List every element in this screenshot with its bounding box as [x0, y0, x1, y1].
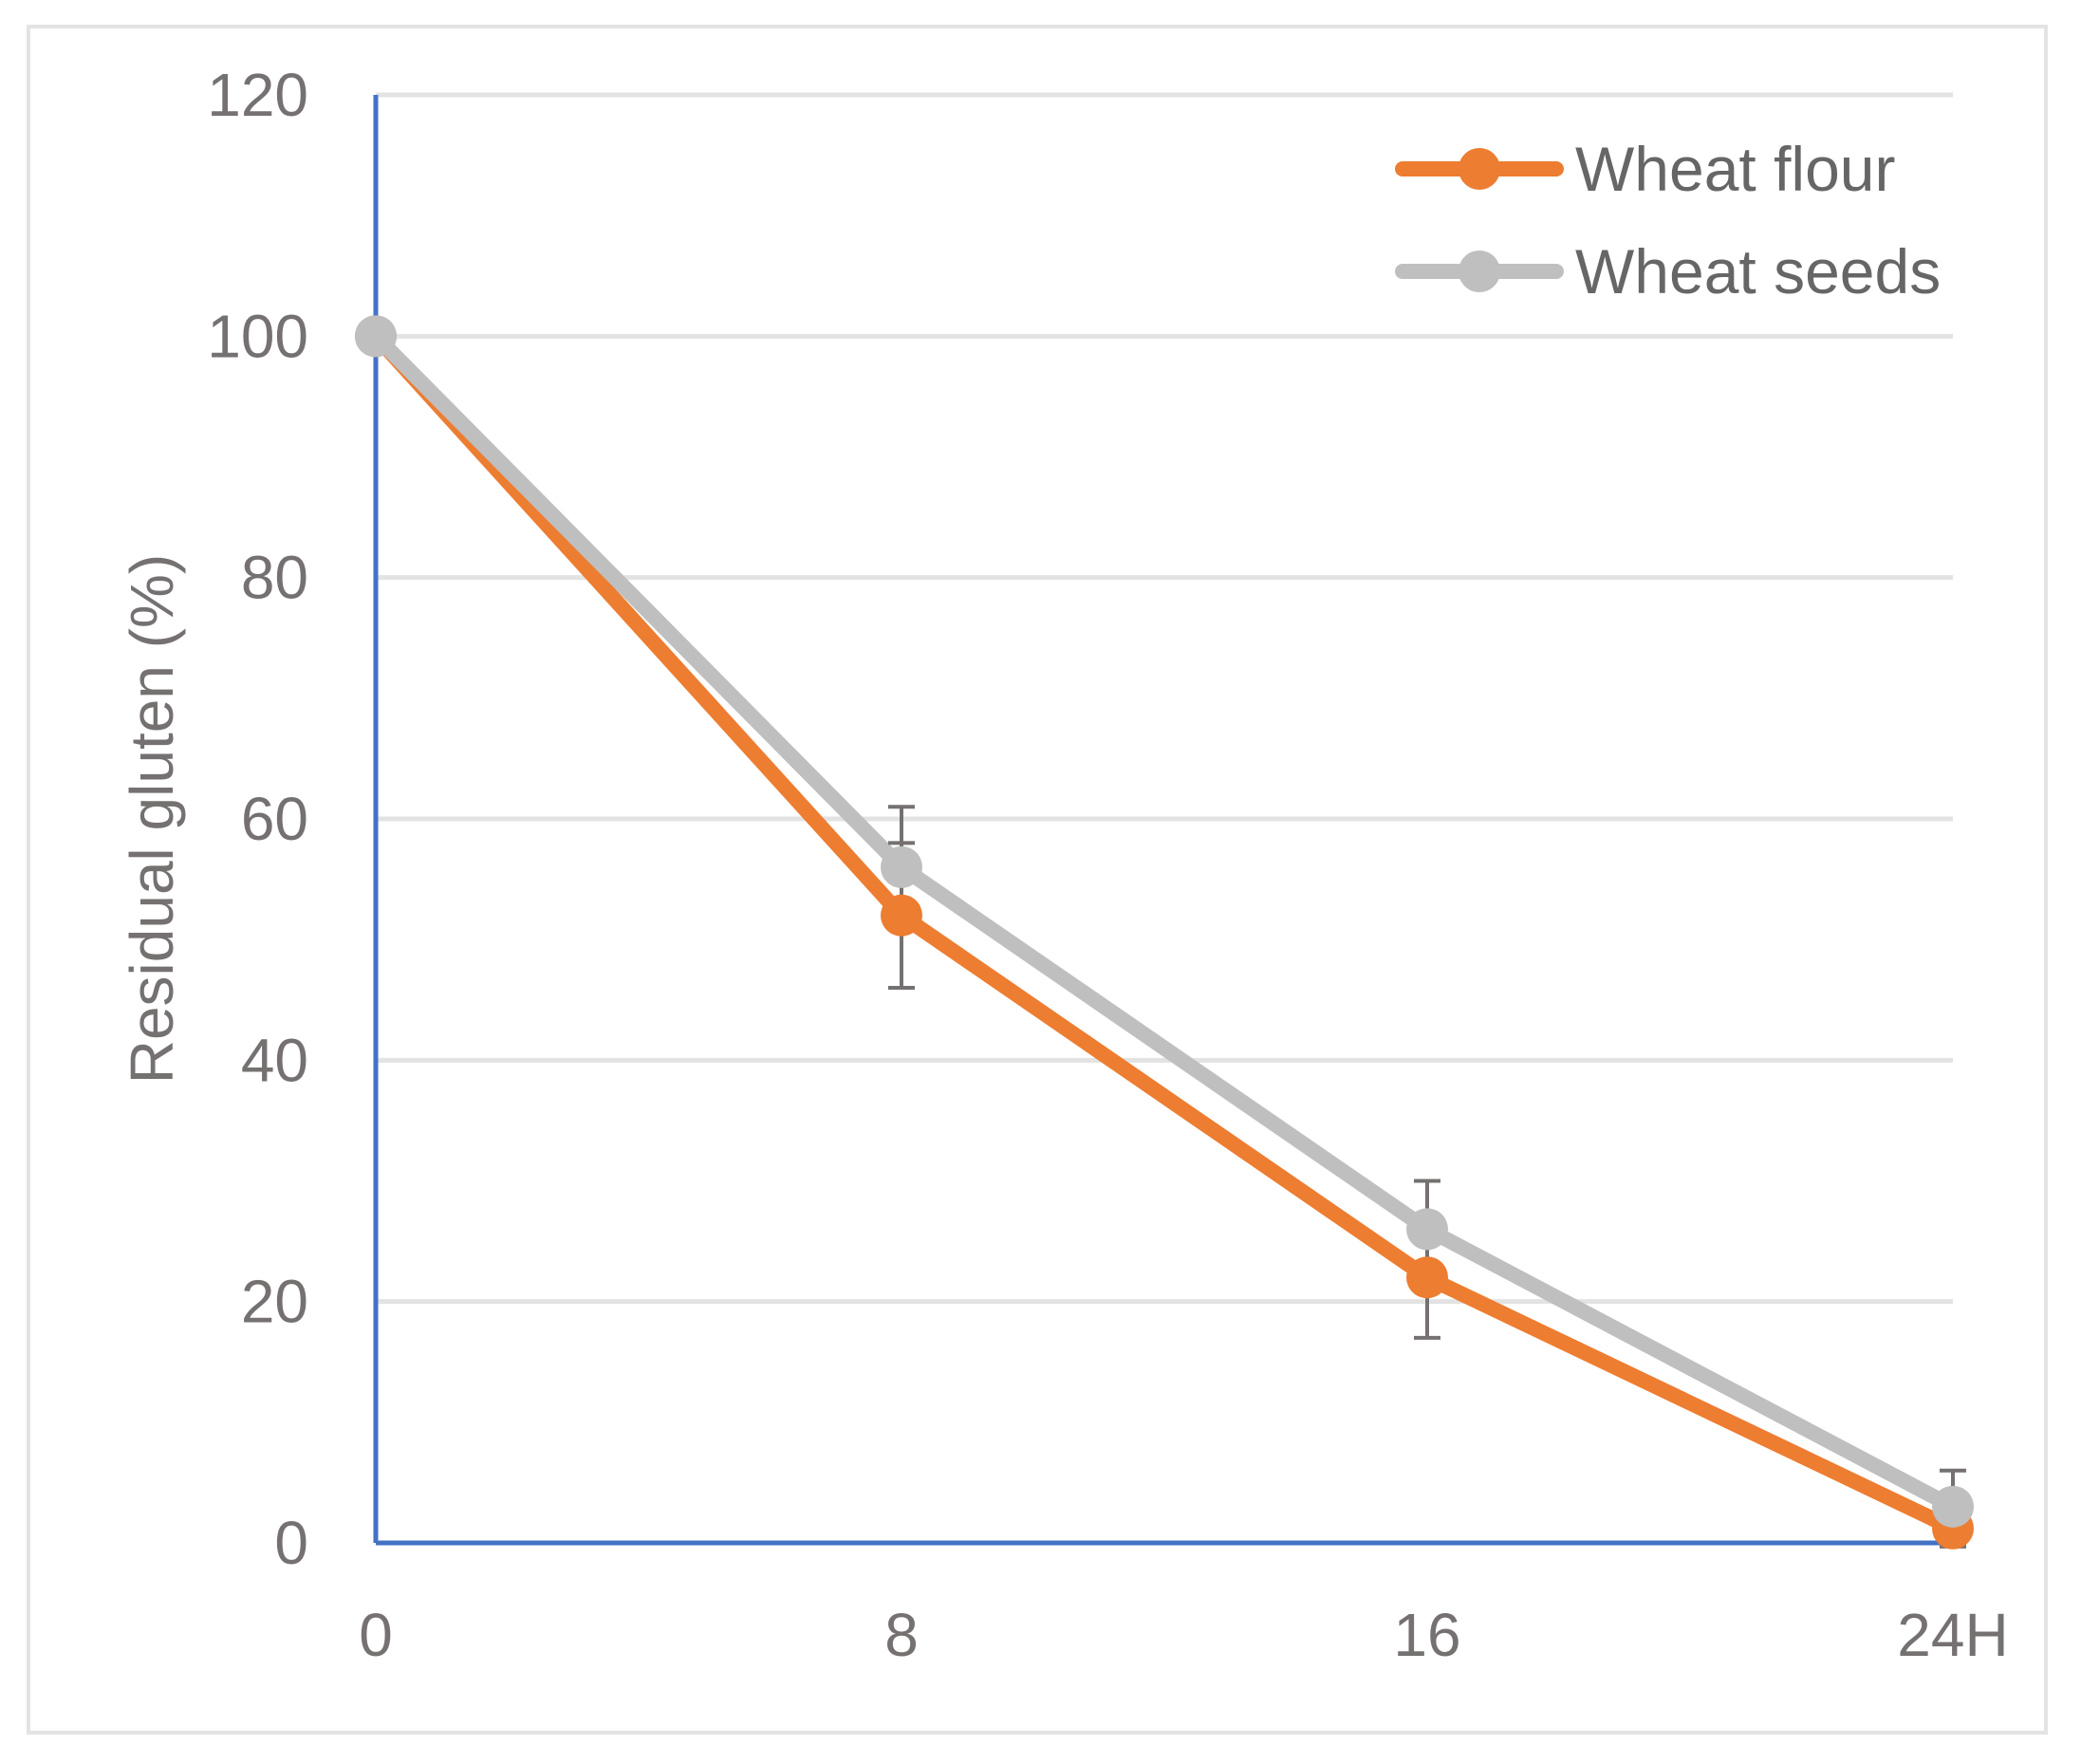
legend-label: Wheat seeds	[1575, 236, 1941, 306]
data-point-wheat-flour-8	[881, 894, 922, 937]
y-tick-label-120: 120	[207, 61, 308, 129]
y-tick-label-20: 20	[241, 1268, 308, 1336]
data-point-wheat-seeds-8	[881, 845, 922, 888]
legend-item-wheat-flour: Wheat flour	[1395, 134, 1895, 204]
data-point-wheat-flour-16	[1406, 1256, 1448, 1299]
legend: Wheat flour Wheat seeds	[1395, 134, 1941, 306]
y-tick-label-80: 80	[241, 544, 308, 612]
x-tick-label-24H: 24H	[1897, 1601, 2008, 1669]
series-line-wheat-flour	[368, 328, 1960, 1536]
grid-lines	[376, 92, 1953, 1305]
y-tick-labels: 0 20 40 60 80 100 120	[207, 61, 308, 1577]
y-tick-label-100: 100	[207, 302, 308, 370]
chart-frame	[27, 25, 2048, 1735]
y-tick-label-0: 0	[274, 1509, 308, 1577]
data-point-wheat-seeds-24H	[1932, 1485, 1974, 1528]
legend-swatch-marker	[1459, 251, 1500, 292]
x-tick-label-8: 8	[884, 1601, 919, 1669]
data-point-wheat-seeds-0	[355, 315, 397, 358]
series-line-wheat-seeds	[368, 328, 1960, 1514]
markers-group	[355, 315, 1974, 1550]
y-axis-title: Residual gluten (%)	[118, 554, 186, 1085]
legend-item-wheat-seeds: Wheat seeds	[1395, 236, 1941, 306]
x-tick-labels: 0 8 16 24H	[359, 1601, 2009, 1669]
x-tick-label-0: 0	[359, 1601, 393, 1669]
y-tick-label-40: 40	[241, 1026, 308, 1094]
legend-label: Wheat flour	[1575, 134, 1895, 204]
x-tick-label-16: 16	[1393, 1601, 1460, 1669]
legend-swatch-marker	[1459, 148, 1500, 190]
y-tick-label-60: 60	[241, 785, 308, 853]
series-group	[368, 328, 1960, 1536]
data-point-wheat-seeds-16	[1406, 1208, 1448, 1251]
